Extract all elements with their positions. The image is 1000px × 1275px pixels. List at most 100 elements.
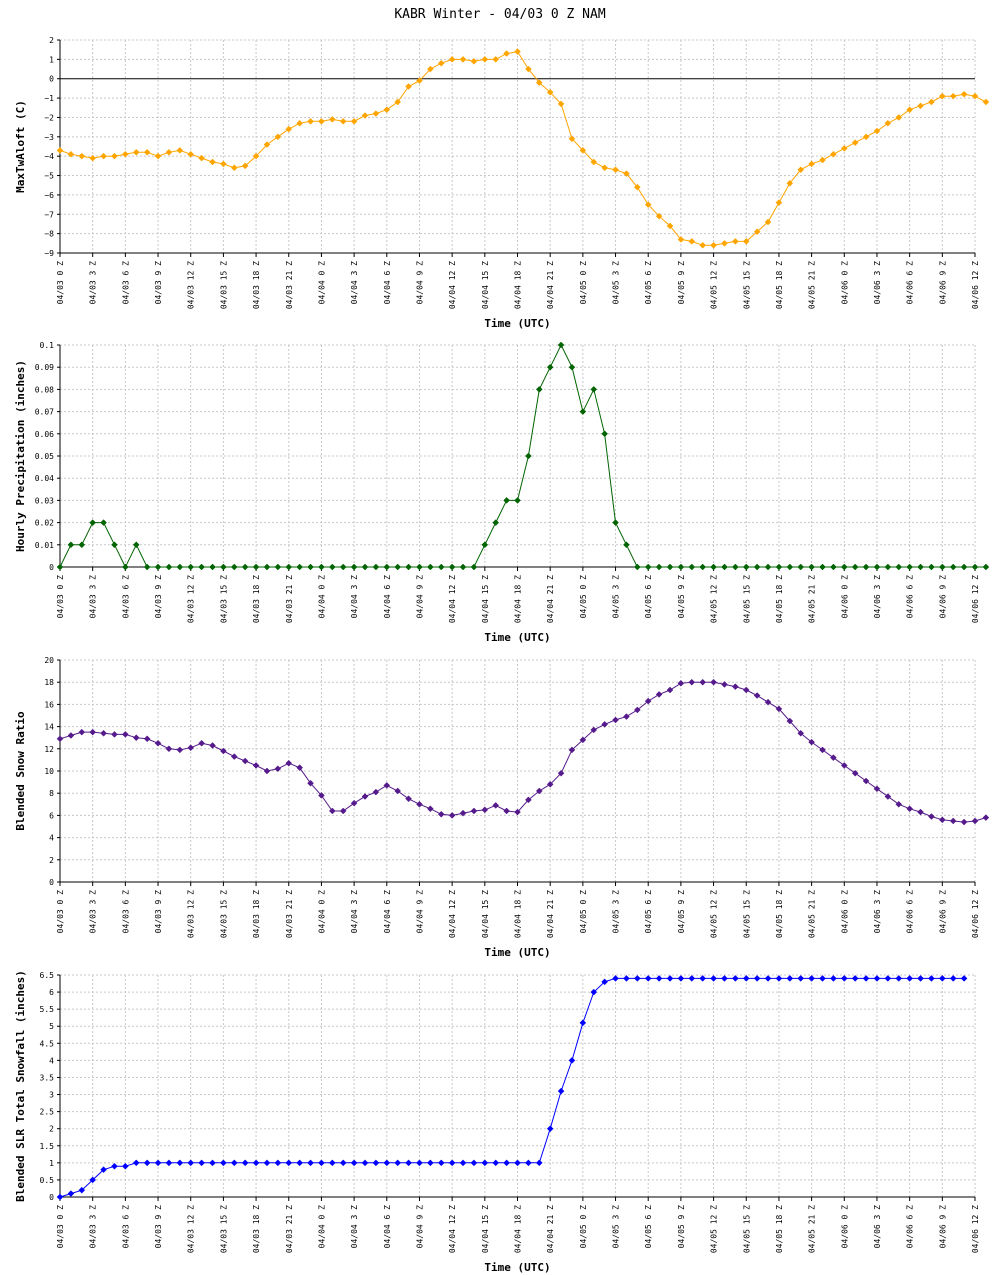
data-point xyxy=(623,713,630,720)
data-point xyxy=(78,1186,86,1194)
data-point xyxy=(851,139,859,146)
data-point xyxy=(612,975,619,982)
data-point xyxy=(448,563,456,571)
y-tick-label: 0.07 xyxy=(35,408,54,417)
data-point xyxy=(122,150,129,158)
data-point xyxy=(525,65,532,73)
data-point xyxy=(830,975,837,982)
data-point xyxy=(797,166,805,174)
data-point xyxy=(601,978,608,986)
data-point xyxy=(666,686,674,694)
y-tick-label: 6 xyxy=(49,811,54,820)
data-point xyxy=(546,363,554,371)
data-point xyxy=(568,1057,576,1064)
y-tick-label: 0 xyxy=(49,563,54,572)
data-point xyxy=(263,1159,271,1167)
y-tick-label: 0 xyxy=(49,1193,54,1202)
y-tick-label: 2 xyxy=(49,1125,54,1134)
data-point xyxy=(328,1159,336,1167)
y-axis-label: Blended Snow Ratio xyxy=(14,711,27,831)
data-point xyxy=(884,975,892,982)
data-point xyxy=(753,975,761,982)
data-point xyxy=(143,148,151,156)
data-point xyxy=(416,1159,423,1167)
y-tick-label: 4.5 xyxy=(40,1039,55,1048)
y-tick-label: 3.5 xyxy=(40,1073,55,1082)
data-point xyxy=(263,767,271,775)
x-tick-label: 04/05 3 Z xyxy=(612,1205,621,1249)
x-tick-label: 04/06 9 Z xyxy=(938,1205,947,1249)
data-point xyxy=(764,218,772,226)
x-tick-label: 04/03 9 Z xyxy=(154,890,163,934)
data-point xyxy=(884,793,892,800)
page-title: KABR Winter - 04/03 0 Z NAM xyxy=(394,7,605,22)
x-tick-label: 04/05 0 Z xyxy=(579,890,588,934)
data-point xyxy=(78,152,86,160)
data-point xyxy=(383,106,391,114)
data-point xyxy=(655,212,663,220)
data-point xyxy=(938,92,946,100)
data-point xyxy=(209,1159,216,1167)
data-point xyxy=(808,975,815,982)
data-point xyxy=(644,563,652,571)
data-point xyxy=(122,563,129,571)
data-point xyxy=(677,679,685,687)
data-point xyxy=(873,975,881,982)
x-tick-label: 04/06 0 Z xyxy=(840,1205,849,1249)
data-point xyxy=(612,166,619,174)
data-point xyxy=(198,1159,205,1167)
y-tick-label: −2 xyxy=(44,113,54,122)
data-point xyxy=(154,563,162,571)
y-tick-label: 0.1 xyxy=(40,341,55,350)
data-point xyxy=(470,563,478,571)
data-point xyxy=(699,241,707,249)
data-point xyxy=(296,563,303,571)
data-point xyxy=(285,759,293,767)
data-point xyxy=(274,765,282,773)
data-point xyxy=(525,796,532,804)
y-tick-label: 0.05 xyxy=(35,452,54,461)
data-point xyxy=(318,792,325,799)
y-axis-label: MaxTwAloft (C) xyxy=(14,100,27,193)
data-point xyxy=(241,563,249,571)
data-point xyxy=(307,779,314,787)
data-point xyxy=(851,769,859,777)
data-point xyxy=(328,563,336,571)
x-tick-label: 04/03 3 Z xyxy=(89,261,98,305)
y-tick-label: −4 xyxy=(44,152,54,161)
data-point xyxy=(318,563,325,571)
data-point xyxy=(492,1159,500,1167)
x-tick-label: 04/06 12 Z xyxy=(971,575,980,623)
data-point xyxy=(895,563,903,571)
x-tick-label: 04/05 9 Z xyxy=(677,890,686,934)
x-tick-label: 04/03 3 Z xyxy=(89,575,98,619)
data-point xyxy=(840,145,848,152)
data-point xyxy=(176,563,184,571)
x-tick-label: 04/05 6 Z xyxy=(644,575,653,619)
x-tick-label: 04/04 9 Z xyxy=(415,1205,424,1249)
data-point xyxy=(623,541,630,549)
data-point xyxy=(753,228,761,236)
data-point xyxy=(122,731,129,738)
x-tick-label: 04/05 18 Z xyxy=(775,890,784,938)
x-tick-label: 04/04 12 Z xyxy=(448,575,457,623)
y-tick-label: 2.5 xyxy=(40,1108,55,1117)
x-tick-label: 04/05 15 Z xyxy=(742,575,751,623)
x-tick-label: 04/03 21 Z xyxy=(285,575,294,623)
data-point xyxy=(56,147,64,154)
data-point xyxy=(427,1159,434,1167)
x-tick-label: 04/05 15 Z xyxy=(742,261,751,309)
data-point xyxy=(612,519,619,526)
data-point xyxy=(209,742,216,749)
data-point xyxy=(230,164,238,172)
x-tick-label: 04/03 6 Z xyxy=(121,575,130,619)
data-point xyxy=(78,541,86,549)
data-point xyxy=(176,147,184,154)
y-tick-label: 16 xyxy=(44,700,54,709)
data-point xyxy=(535,787,543,795)
data-point xyxy=(699,678,707,686)
data-point xyxy=(688,975,696,982)
data-point xyxy=(677,236,685,243)
data-point xyxy=(666,563,674,571)
